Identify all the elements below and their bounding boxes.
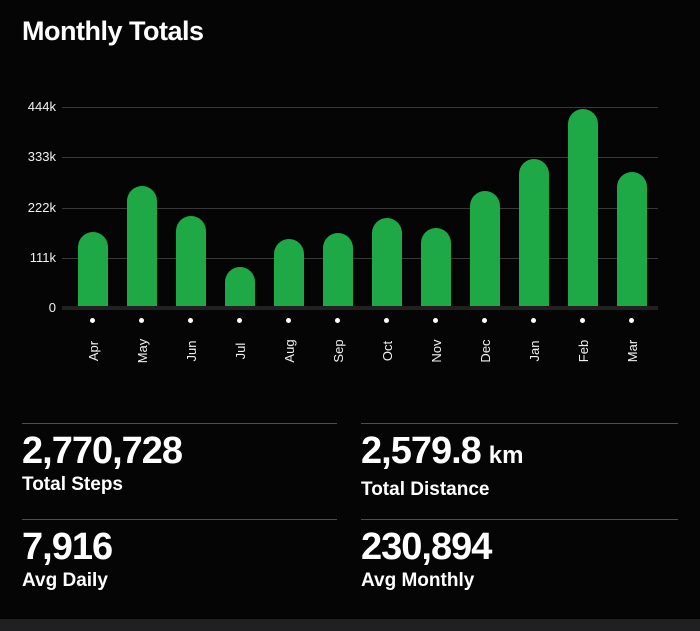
bar-may[interactable] bbox=[126, 185, 157, 306]
x-axis-label-feb: Feb bbox=[575, 339, 590, 363]
bar-dot bbox=[384, 317, 389, 323]
y-axis-tick-label: 444k bbox=[27, 99, 56, 114]
x-axis-label-jul: Jul bbox=[232, 342, 247, 360]
x-axis-label-nov: Nov bbox=[428, 339, 443, 363]
bar-feb[interactable] bbox=[567, 108, 598, 306]
y-axis-tick-label: 222k bbox=[27, 199, 56, 215]
bar-dot bbox=[482, 317, 487, 323]
x-axis-label-may: May bbox=[134, 338, 149, 364]
x-axis-label-aug: Aug bbox=[281, 339, 296, 363]
monthly-steps-bar-chart: 0 111k 222k 333k 444k Apr May Jun Jul Aug Sep Oct No… bbox=[27, 99, 658, 364]
stat-unit: km bbox=[488, 442, 524, 469]
bar-oct[interactable] bbox=[371, 217, 402, 306]
x-axis-label-sep: Sep bbox=[330, 339, 345, 363]
y-axis-tick-label: 111k bbox=[29, 249, 56, 265]
avg-daily-value: 7,916 bbox=[22, 524, 337, 570]
x-axis-label-oct: Oct bbox=[379, 340, 394, 362]
bottom-bar bbox=[0, 619, 700, 631]
stat-number: 230,894 bbox=[361, 526, 492, 568]
total-steps-label: Total Steps bbox=[22, 474, 123, 495]
stat-number: 2,579.8 bbox=[361, 430, 482, 472]
total-distance-value: 2,579.8 km bbox=[361, 428, 678, 479]
x-axis-label-dec: Dec bbox=[477, 339, 492, 363]
avg-monthly-value: 230,894 bbox=[361, 524, 678, 570]
stat-avg-daily: 7,916 Avg Daily bbox=[22, 519, 337, 592]
stat-total-distance: 2,579.8 km Total Distance bbox=[361, 423, 678, 501]
bar-dot bbox=[286, 317, 291, 323]
bar-dot bbox=[580, 317, 585, 323]
stat-number: 2,770,728 bbox=[22, 430, 183, 472]
bar-dot bbox=[188, 317, 193, 323]
avg-monthly-label: Avg Monthly bbox=[361, 570, 475, 591]
bar-jun[interactable] bbox=[175, 216, 206, 306]
bar-dot bbox=[139, 317, 144, 323]
gridline bbox=[62, 107, 658, 108]
bar-jan[interactable] bbox=[518, 158, 549, 306]
x-axis-line bbox=[62, 306, 658, 310]
y-axis-tick-label: 0 bbox=[48, 300, 56, 315]
avg-daily-label: Avg Daily bbox=[22, 570, 108, 591]
bar-jul[interactable] bbox=[224, 267, 255, 306]
gridline bbox=[62, 157, 658, 159]
x-axis-label-apr: Apr bbox=[85, 340, 100, 362]
bar-dot bbox=[335, 317, 340, 323]
gridline bbox=[62, 207, 658, 209]
stat-total-steps: 2,770,728 Total Steps bbox=[22, 423, 337, 496]
stat-avg-monthly: 230,894 Avg Monthly bbox=[361, 519, 678, 592]
bar-dot bbox=[629, 317, 634, 323]
x-axis-label-mar: Mar bbox=[624, 339, 639, 363]
x-axis-label-jun: Jun bbox=[183, 340, 198, 362]
bar-sep[interactable] bbox=[322, 233, 353, 306]
gridline bbox=[62, 257, 658, 259]
stat-number: 7,916 bbox=[22, 526, 113, 568]
bar-dot bbox=[433, 317, 438, 323]
total-steps-value: 2,770,728 bbox=[22, 428, 337, 474]
bar-mar[interactable] bbox=[616, 172, 647, 306]
bar-dot bbox=[531, 317, 536, 323]
bar-dot bbox=[237, 317, 242, 323]
y-axis-tick-label: 333k bbox=[27, 149, 56, 165]
bar-nov[interactable] bbox=[420, 228, 451, 306]
x-axis-label-jan: Jan bbox=[526, 340, 541, 362]
page-title: Monthly Totals bbox=[22, 16, 204, 46]
bar-dec[interactable] bbox=[469, 191, 500, 306]
bar-aug[interactable] bbox=[273, 239, 304, 306]
bar-apr[interactable] bbox=[77, 232, 108, 306]
bar-dot bbox=[90, 317, 95, 323]
total-distance-label: Total Distance bbox=[361, 479, 490, 500]
